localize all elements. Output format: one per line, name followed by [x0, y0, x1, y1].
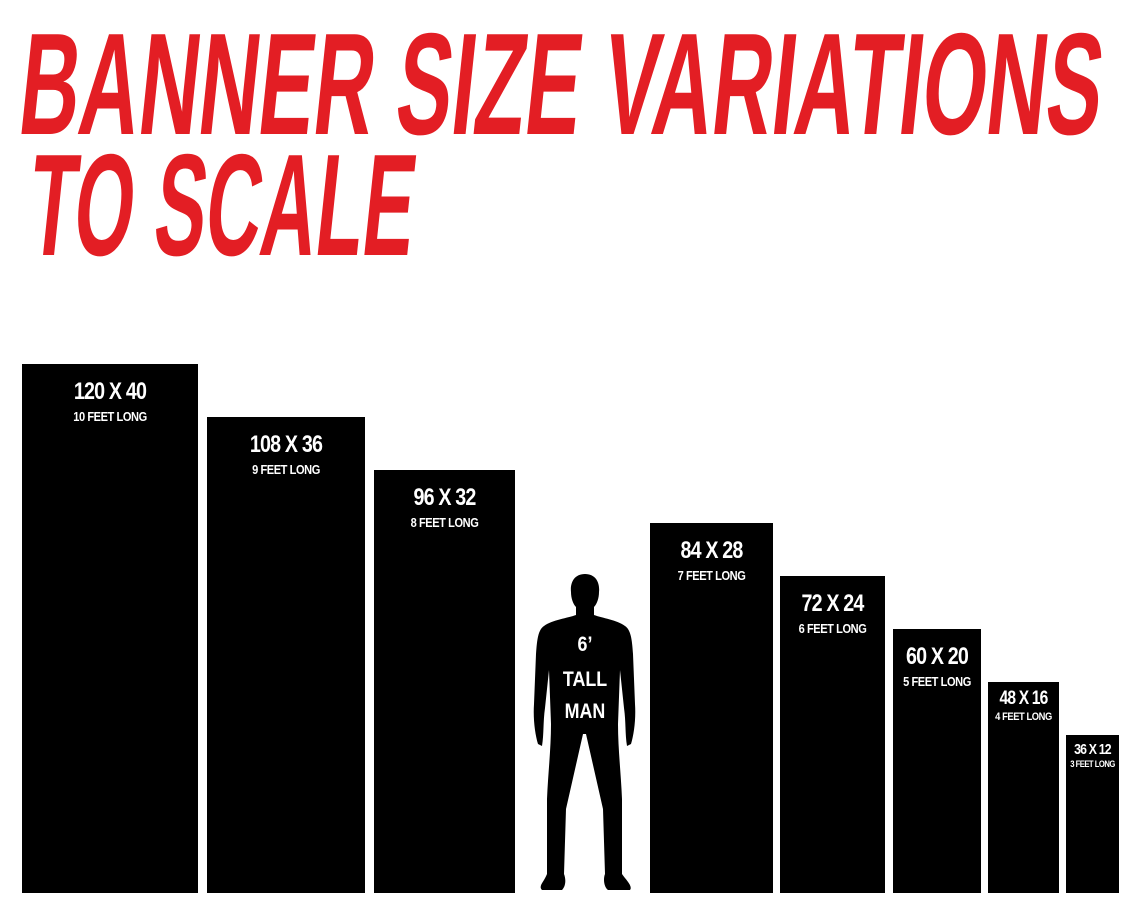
banner-96x32: 96 X 32 8 FEET LONG [374, 470, 515, 893]
banner-size: 96 X 32 [413, 484, 476, 511]
man-label-man: MAN [564, 700, 606, 723]
banner-120x40: 120 X 40 10 FEET LONG [22, 364, 198, 893]
banner-48x16: 48 X 16 4 FEET LONG [988, 682, 1059, 893]
man-silhouette-icon [533, 574, 636, 890]
banner-length: 7 FEET LONG [677, 568, 746, 583]
banner-108x36: 108 X 36 9 FEET LONG [207, 417, 365, 893]
banner-length: 4 FEET LONG [995, 711, 1052, 723]
banner-size: 36 X 12 [1074, 741, 1111, 758]
banner-length: 5 FEET LONG [903, 674, 971, 689]
banner-84x28: 84 X 28 7 FEET LONG [650, 523, 773, 893]
title-line-1: BANNER SIZE VARIATIONS [13, 2, 1112, 165]
banner-length: 3 FEET LONG [1070, 759, 1115, 769]
banner-length: 6 FEET LONG [798, 621, 867, 636]
man-label-height: 6’ [577, 633, 593, 656]
banner-size: 84 X 28 [680, 537, 743, 564]
banner-36x12: 36 X 12 3 FEET LONG [1066, 735, 1119, 893]
man-label-tall: TALL [562, 668, 608, 691]
banner-length: 10 FEET LONG [73, 409, 147, 424]
banner-length: 9 FEET LONG [252, 462, 320, 477]
banner-60x20: 60 X 20 5 FEET LONG [893, 629, 981, 893]
banner-size: 60 X 20 [905, 643, 969, 670]
page-title: BANNER SIZE VARIATIONS TO SCALE [13, 2, 1112, 270]
banner-size: 120 X 40 [73, 378, 147, 405]
banner-size: 72 X 24 [801, 590, 864, 617]
title-line-2: TO SCALE [22, 123, 424, 270]
banner-72x24: 72 X 24 6 FEET LONG [780, 576, 885, 893]
banner-length: 8 FEET LONG [410, 515, 479, 530]
banner-size: 108 X 36 [249, 431, 323, 458]
banner-size: 48 X 16 [999, 688, 1049, 709]
